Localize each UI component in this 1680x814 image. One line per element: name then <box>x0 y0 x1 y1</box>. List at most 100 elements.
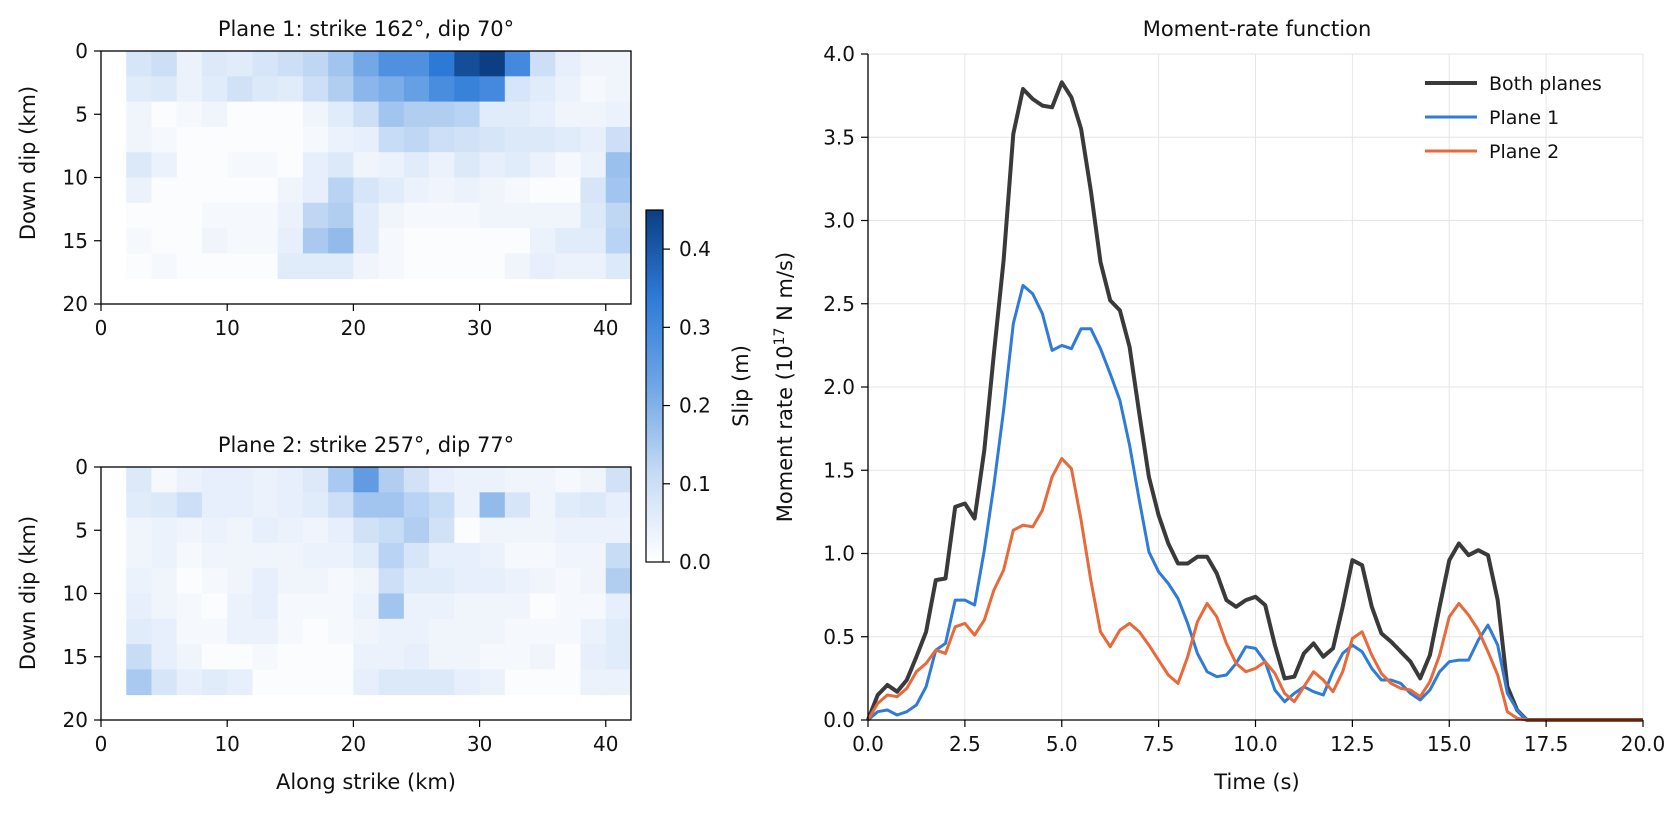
slip-cell <box>151 593 178 620</box>
slip-cell <box>403 51 430 77</box>
slip-cell <box>605 568 632 594</box>
slip-cell <box>277 618 304 645</box>
slip-cell <box>302 76 329 102</box>
slip-cell <box>353 202 380 229</box>
slip-cell <box>605 644 632 670</box>
y-tick-label: 1.0 <box>823 542 855 566</box>
slip-cell <box>277 126 304 153</box>
slip-cell <box>176 618 203 645</box>
slip-cell <box>353 593 380 620</box>
slip-cell <box>378 126 405 153</box>
slip-cell <box>454 202 480 229</box>
x-tick-label: 30 <box>467 732 492 756</box>
slip-cell <box>403 228 430 254</box>
slip-cell <box>328 618 354 645</box>
legend-label: Both planes <box>1489 73 1602 95</box>
series-line-plane-2 <box>866 457 1643 722</box>
slip-cell <box>252 126 279 153</box>
slip-cell <box>454 568 480 594</box>
slip-cell <box>429 492 455 518</box>
slip-cell <box>227 517 253 544</box>
slip-cell <box>328 669 354 696</box>
x-tick-label: 40 <box>593 316 618 340</box>
line-chart-xlabel: Time (s) <box>1213 770 1299 794</box>
slip-cell <box>176 152 203 178</box>
slip-cell <box>530 593 556 620</box>
slip-cell <box>126 644 152 670</box>
slip-cell <box>151 492 178 518</box>
slip-cell <box>176 253 203 280</box>
slip-cell <box>530 253 556 280</box>
slip-cell <box>504 101 531 128</box>
slip-cell <box>126 126 152 153</box>
slip-cell <box>530 492 556 518</box>
x-tick-label: 20 <box>341 732 366 756</box>
slip-cell <box>353 177 380 204</box>
slip-cell <box>277 228 304 254</box>
ylabel-exponent: 17 <box>772 328 788 346</box>
slip-cell <box>126 76 152 102</box>
slip-cell <box>126 542 152 569</box>
slip-cell <box>555 76 581 102</box>
slip-cell <box>454 618 480 645</box>
slip-cell <box>403 253 430 280</box>
slip-cell <box>580 152 607 178</box>
slip-cell <box>328 177 354 204</box>
plane-2-slip-map: Plane 2: strike 257°, dip 77° 0 10 20 30 40 … <box>16 433 632 794</box>
slip-cell <box>555 152 581 178</box>
slip-cell <box>605 76 632 102</box>
colorbar-bar <box>645 209 664 563</box>
slip-cell <box>126 492 152 518</box>
slip-cell <box>555 669 581 696</box>
slip-cell <box>201 51 228 77</box>
slip-cell <box>454 51 480 77</box>
slip-cell <box>555 202 581 229</box>
slip-cell <box>378 51 405 77</box>
slip-cell <box>176 101 203 128</box>
slip-cell <box>479 542 506 569</box>
slip-cell <box>403 126 430 153</box>
slip-cell <box>201 228 228 254</box>
slip-cell <box>530 568 556 594</box>
slip-cell <box>227 126 253 153</box>
slip-cell <box>479 152 506 178</box>
slip-cell <box>201 492 228 518</box>
slip-cell <box>227 618 253 645</box>
slip-cell <box>151 51 178 77</box>
slip-cell <box>555 517 581 544</box>
slip-cell <box>429 568 455 594</box>
slip-cell <box>479 467 506 493</box>
slip-cell <box>504 644 531 670</box>
slip-cell <box>378 517 405 544</box>
slip-cell <box>504 517 531 544</box>
colorbar-tick-label: 0.1 <box>679 472 711 496</box>
slip-cell <box>605 51 632 77</box>
slip-cell <box>555 253 581 280</box>
slip-cell <box>252 228 279 254</box>
slip-cell <box>429 644 455 670</box>
slip-cell <box>403 542 430 569</box>
slip-cell <box>176 542 203 569</box>
slip-cell <box>530 126 556 153</box>
slip-cell <box>555 467 581 493</box>
slip-cell <box>201 253 228 280</box>
slip-cell <box>328 101 354 128</box>
slip-cell <box>176 644 203 670</box>
slip-cell <box>328 517 354 544</box>
slip-cell <box>151 126 178 153</box>
slip-cell <box>454 644 480 670</box>
slip-cell <box>605 202 632 229</box>
slip-cell <box>403 152 430 178</box>
slip-cell <box>580 228 607 254</box>
slip-cell <box>555 542 581 569</box>
slip-cell <box>302 644 329 670</box>
slip-cell <box>378 542 405 569</box>
slip-cell <box>252 568 279 594</box>
slip-cell <box>201 76 228 102</box>
slip-cell <box>328 542 354 569</box>
slip-cell <box>504 152 531 178</box>
slip-cell <box>353 467 380 493</box>
slip-cell <box>403 669 430 696</box>
slip-cell <box>151 152 178 178</box>
